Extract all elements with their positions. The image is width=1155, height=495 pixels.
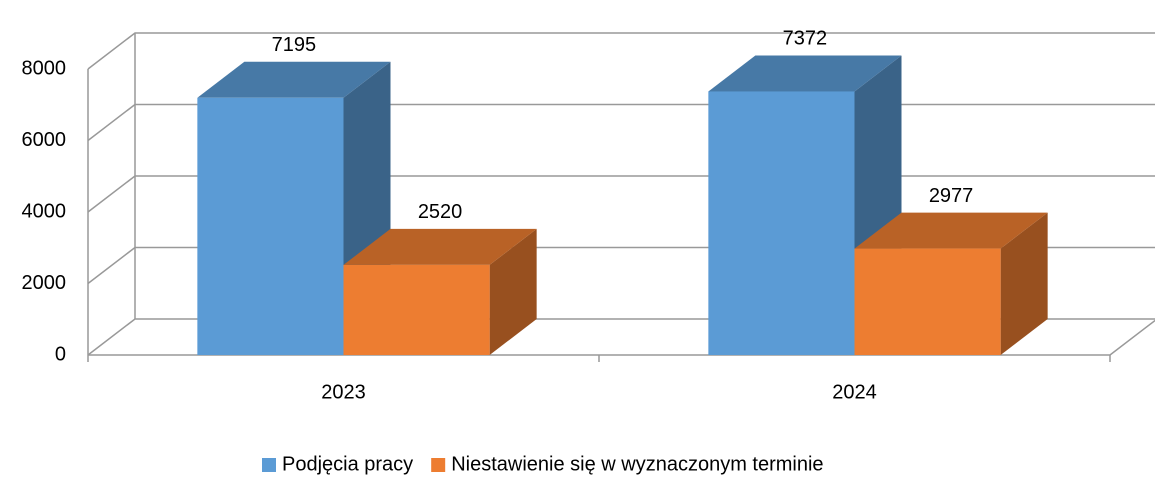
bar-top: [343, 228, 537, 265]
value-label: 7372: [783, 28, 828, 50]
bar-top: [708, 55, 902, 92]
bar-top: [854, 212, 1048, 249]
bar: [343, 264, 490, 355]
x-tick-label: 2024: [832, 381, 877, 403]
y-tick-label: 8000: [22, 57, 67, 79]
value-label: 2977: [929, 185, 974, 207]
y-tick-label: 4000: [22, 200, 67, 222]
value-label: 2520: [418, 201, 463, 223]
grid-line: [87, 32, 1155, 70]
y-tick-label: 0: [55, 343, 66, 365]
bar-side: [489, 228, 537, 355]
y-tick-label: 6000: [22, 129, 67, 151]
y-tick-label: 2000: [22, 272, 67, 294]
legend-label: Niestawienie się w wyznaczonym terminie: [451, 453, 823, 475]
value-label: 7195: [272, 34, 317, 56]
legend-swatch: [262, 458, 276, 472]
bar: [708, 91, 855, 356]
bar: [854, 248, 1001, 355]
bar-top: [197, 61, 391, 98]
legend-swatch: [431, 458, 446, 472]
bar-side: [1000, 212, 1048, 355]
bar: [197, 97, 344, 355]
legend-label: Podjęcia pracy: [282, 453, 413, 475]
x-tick-label: 2023: [321, 381, 366, 403]
